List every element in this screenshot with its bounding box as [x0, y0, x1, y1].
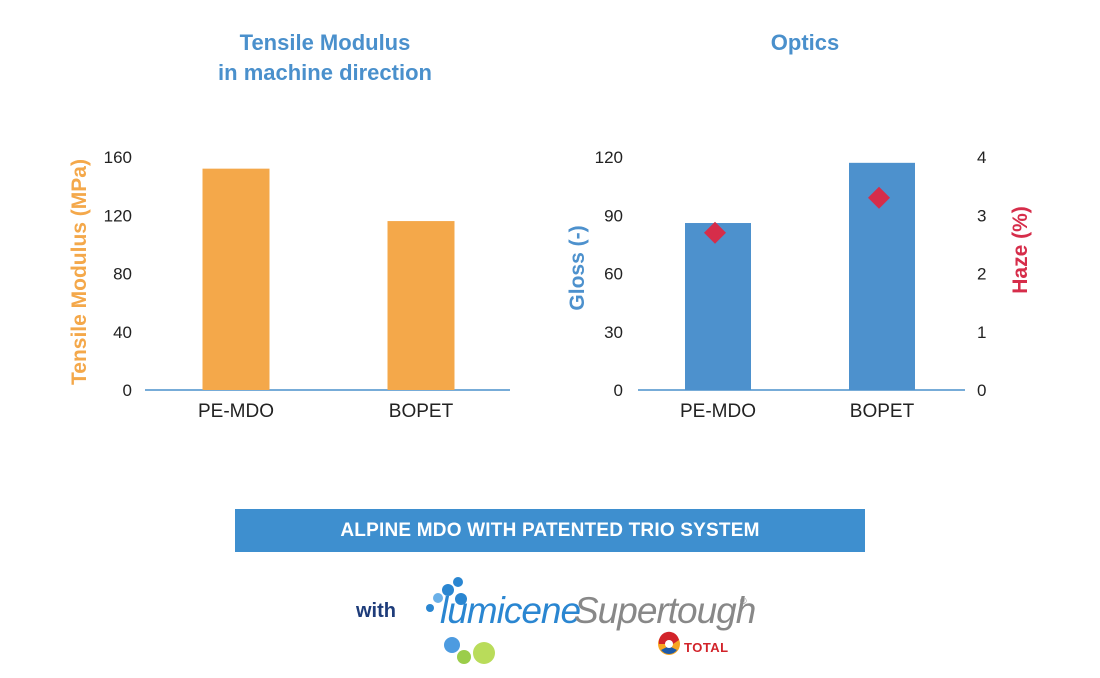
gloss-bar-pe-mdo	[685, 223, 751, 390]
x-tick-label: PE-MDO	[198, 401, 274, 422]
y-tick-label: 120	[595, 148, 623, 167]
y2-axis-label: Haze (%)	[1009, 206, 1032, 294]
chart-title-tensile-line1: Tensile Modulus	[239, 30, 411, 55]
chart-title-optics: Optics	[770, 30, 840, 55]
chart-title-tensile-line2: in machine direction	[218, 60, 432, 85]
x-tick-label: PE-MDO	[680, 401, 756, 422]
y-tick-label: 60	[604, 265, 623, 284]
y-tick-label: 90	[604, 206, 623, 225]
y-tick-label: 0	[614, 381, 623, 400]
x-tick-label: BOPET	[850, 401, 915, 422]
chart-title-tensile: Tensile Modulus in machine direction	[130, 28, 520, 88]
y-tick-label: 40	[113, 323, 132, 342]
y-tick-label: 80	[113, 265, 132, 284]
registered-mark: ®	[740, 596, 747, 606]
total-wordmark: TOTAL	[684, 640, 729, 655]
haze-marker-bopet	[868, 186, 890, 209]
bar-bopet	[387, 221, 455, 390]
optics-chart: 0 30 60 90 120 0 1 2 3 4 PE-MDO BOPET Gloss (-) Haze …	[566, 148, 1032, 422]
y2-tick-label: 1	[977, 323, 986, 342]
haze-marker-pe-mdo	[704, 221, 726, 244]
bar-pe-mdo	[202, 168, 270, 390]
tensile-modulus-chart: 0 40 80 120 160 PE-MDO BOPET Tensile Modulus (M…	[68, 148, 510, 422]
total-swirl-icon	[658, 631, 680, 655]
y2-tick-label: 3	[977, 206, 986, 225]
molecule-bubbles-icon	[426, 577, 495, 664]
y2-tick-label: 4	[977, 148, 986, 167]
x-tick-label: BOPET	[389, 401, 454, 422]
brand-lumicene: lumicene	[440, 590, 581, 631]
brand-with-label: with	[356, 600, 396, 622]
y-axis-label: Tensile Modulus (MPa)	[68, 159, 91, 385]
y-tick-label: 0	[123, 381, 132, 400]
y-tick-label: 160	[104, 148, 132, 167]
trio-system-banner: ALPINE MDO WITH PATENTED TRIO SYSTEM	[235, 509, 865, 552]
y-tick-label: 30	[604, 323, 623, 342]
y2-tick-label: 0	[977, 381, 986, 400]
y2-tick-label: 2	[977, 265, 986, 284]
y-axis-label: Gloss (-)	[566, 225, 589, 310]
brand-supertough: Supertough	[574, 590, 756, 631]
y-tick-label: 120	[104, 206, 132, 225]
